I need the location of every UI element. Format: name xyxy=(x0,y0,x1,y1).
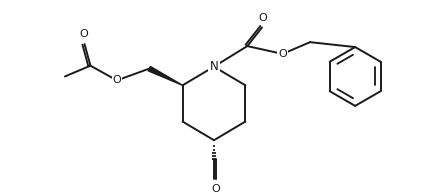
Text: O: O xyxy=(79,29,88,39)
Text: N: N xyxy=(209,60,218,73)
Text: O: O xyxy=(212,184,220,194)
Text: O: O xyxy=(259,13,268,23)
Text: O: O xyxy=(112,75,121,85)
Polygon shape xyxy=(148,66,183,85)
Text: O: O xyxy=(278,49,287,59)
